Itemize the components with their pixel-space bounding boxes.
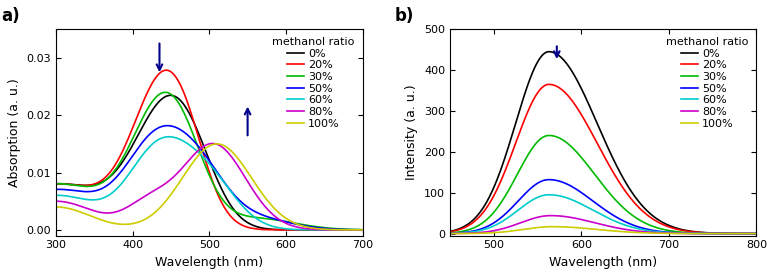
X-axis label: Wavelength (nm): Wavelength (nm) [156,256,263,269]
X-axis label: Wavelength (nm): Wavelength (nm) [550,256,657,269]
Text: a): a) [1,7,19,25]
Y-axis label: Absorption (a. u.): Absorption (a. u.) [8,78,21,187]
Y-axis label: Intensity (a. u.): Intensity (a. u.) [406,85,419,180]
Legend: 0%, 20%, 30%, 50%, 60%, 80%, 100%: 0%, 20%, 30%, 50%, 60%, 80%, 100% [664,35,751,131]
Text: b): b) [395,7,414,25]
Legend: 0%, 20%, 30%, 50%, 60%, 80%, 100%: 0%, 20%, 30%, 50%, 60%, 80%, 100% [270,35,357,131]
